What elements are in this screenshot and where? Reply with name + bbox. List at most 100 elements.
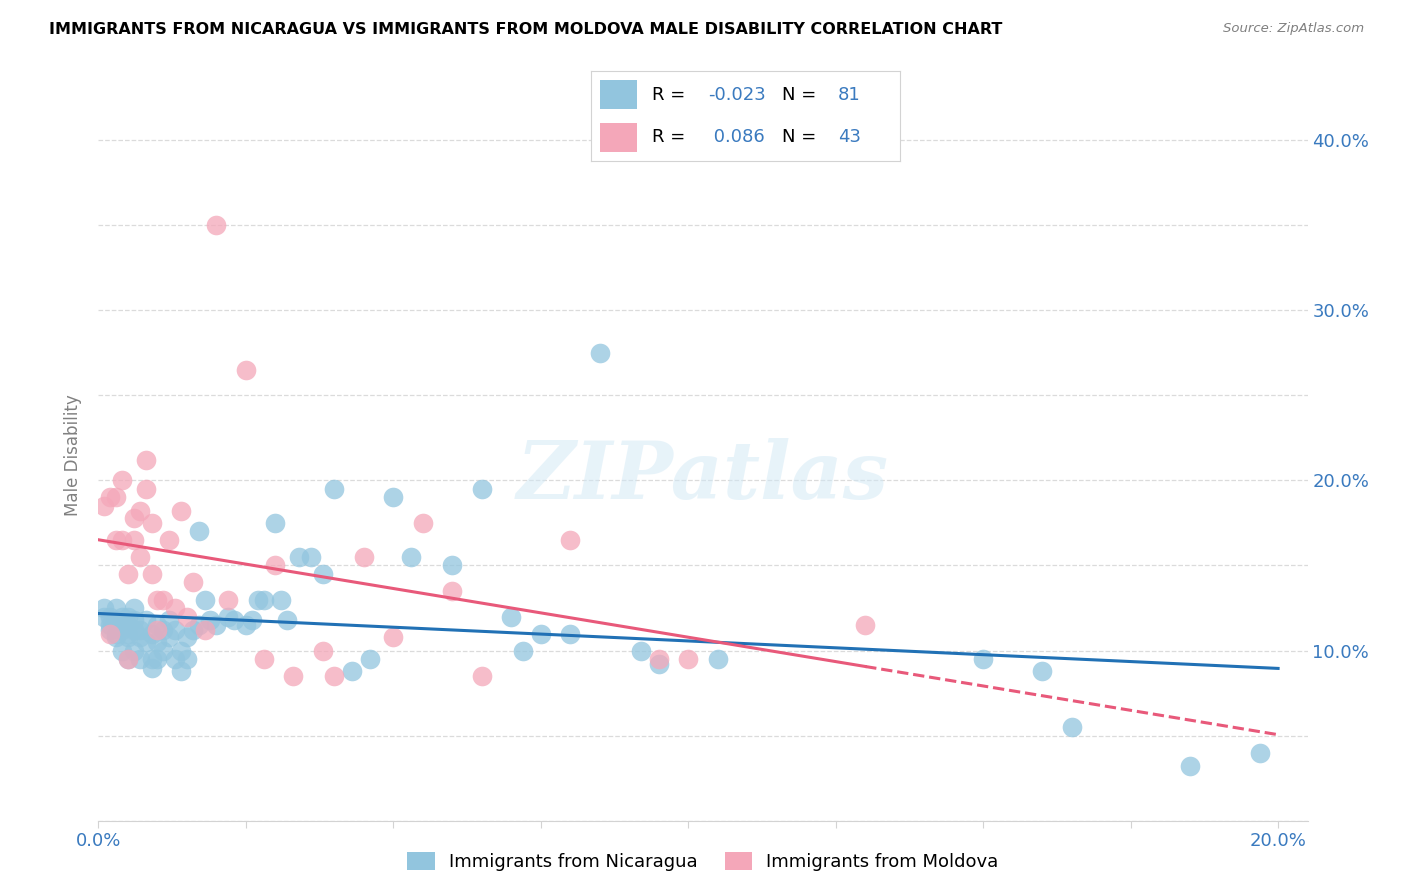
- Point: [105, 491, 128, 505]
- Point: [678, 652, 700, 666]
- Point: [111, 474, 134, 488]
- Point: [152, 623, 174, 637]
- Text: R =: R =: [652, 128, 692, 146]
- Text: -0.023: -0.023: [709, 86, 766, 103]
- Y-axis label: Male Disability: Male Disability: [65, 394, 83, 516]
- Point: [246, 592, 269, 607]
- Point: [105, 613, 128, 627]
- Point: [240, 613, 263, 627]
- Point: [181, 575, 204, 590]
- Point: [560, 533, 582, 547]
- Point: [105, 626, 128, 640]
- Text: R =: R =: [652, 86, 692, 103]
- Point: [311, 566, 333, 581]
- Point: [252, 592, 274, 607]
- Point: [93, 601, 115, 615]
- Point: [111, 623, 134, 637]
- Point: [122, 613, 145, 627]
- Point: [135, 635, 157, 649]
- Point: [560, 626, 582, 640]
- Point: [1060, 720, 1083, 734]
- Point: [98, 626, 121, 640]
- Point: [141, 626, 163, 640]
- Point: [157, 630, 180, 644]
- Point: [128, 504, 150, 518]
- Point: [146, 618, 169, 632]
- Point: [217, 592, 239, 607]
- Point: [181, 623, 204, 637]
- Point: [853, 618, 876, 632]
- Point: [105, 533, 128, 547]
- Point: [205, 618, 228, 632]
- Point: [141, 566, 163, 581]
- Point: [98, 491, 121, 505]
- Point: [117, 630, 139, 644]
- Point: [382, 630, 405, 644]
- Point: [194, 623, 217, 637]
- Point: [117, 652, 139, 666]
- Point: [93, 499, 115, 513]
- Text: N =: N =: [782, 86, 823, 103]
- Point: [252, 652, 274, 666]
- Point: [471, 482, 494, 496]
- Point: [270, 592, 292, 607]
- Point: [630, 643, 652, 657]
- Point: [170, 504, 193, 518]
- Point: [157, 533, 180, 547]
- Point: [176, 609, 198, 624]
- Point: [1249, 746, 1271, 760]
- Point: [117, 626, 139, 640]
- Point: [359, 652, 381, 666]
- Point: [311, 643, 333, 657]
- Point: [194, 592, 217, 607]
- Point: [706, 652, 728, 666]
- Point: [117, 652, 139, 666]
- Point: [205, 219, 228, 233]
- Point: [471, 669, 494, 683]
- Point: [264, 516, 287, 530]
- Point: [141, 660, 163, 674]
- Point: [165, 601, 187, 615]
- Point: [187, 618, 209, 632]
- Point: [187, 524, 209, 539]
- Point: [340, 664, 363, 678]
- Point: [281, 669, 304, 683]
- Point: [382, 491, 405, 505]
- Point: [146, 592, 169, 607]
- Point: [98, 609, 121, 624]
- Point: [111, 643, 134, 657]
- Point: [353, 549, 375, 564]
- Text: N =: N =: [782, 128, 823, 146]
- Point: [135, 453, 157, 467]
- Point: [135, 482, 157, 496]
- Point: [128, 549, 150, 564]
- Point: [235, 363, 257, 377]
- Legend: Immigrants from Nicaragua, Immigrants from Moldova: Immigrants from Nicaragua, Immigrants fr…: [401, 845, 1005, 879]
- Point: [141, 652, 163, 666]
- Point: [146, 635, 169, 649]
- Point: [105, 630, 128, 644]
- Point: [441, 558, 464, 573]
- Point: [128, 630, 150, 644]
- Point: [165, 652, 187, 666]
- Point: [165, 623, 187, 637]
- Point: [117, 566, 139, 581]
- Text: ZIPatlas: ZIPatlas: [517, 438, 889, 516]
- Text: 43: 43: [838, 128, 860, 146]
- Point: [117, 609, 139, 624]
- Text: 81: 81: [838, 86, 860, 103]
- Point: [105, 601, 128, 615]
- Point: [111, 533, 134, 547]
- Point: [128, 623, 150, 637]
- Text: IMMIGRANTS FROM NICARAGUA VS IMMIGRANTS FROM MOLDOVA MALE DISABILITY CORRELATION: IMMIGRANTS FROM NICARAGUA VS IMMIGRANTS …: [49, 22, 1002, 37]
- FancyBboxPatch shape: [600, 123, 637, 152]
- Point: [146, 623, 169, 637]
- Point: [235, 618, 257, 632]
- Point: [441, 584, 464, 599]
- Point: [276, 613, 298, 627]
- Point: [170, 643, 193, 657]
- Point: [200, 613, 222, 627]
- Point: [648, 657, 671, 672]
- Point: [157, 613, 180, 627]
- Point: [146, 652, 169, 666]
